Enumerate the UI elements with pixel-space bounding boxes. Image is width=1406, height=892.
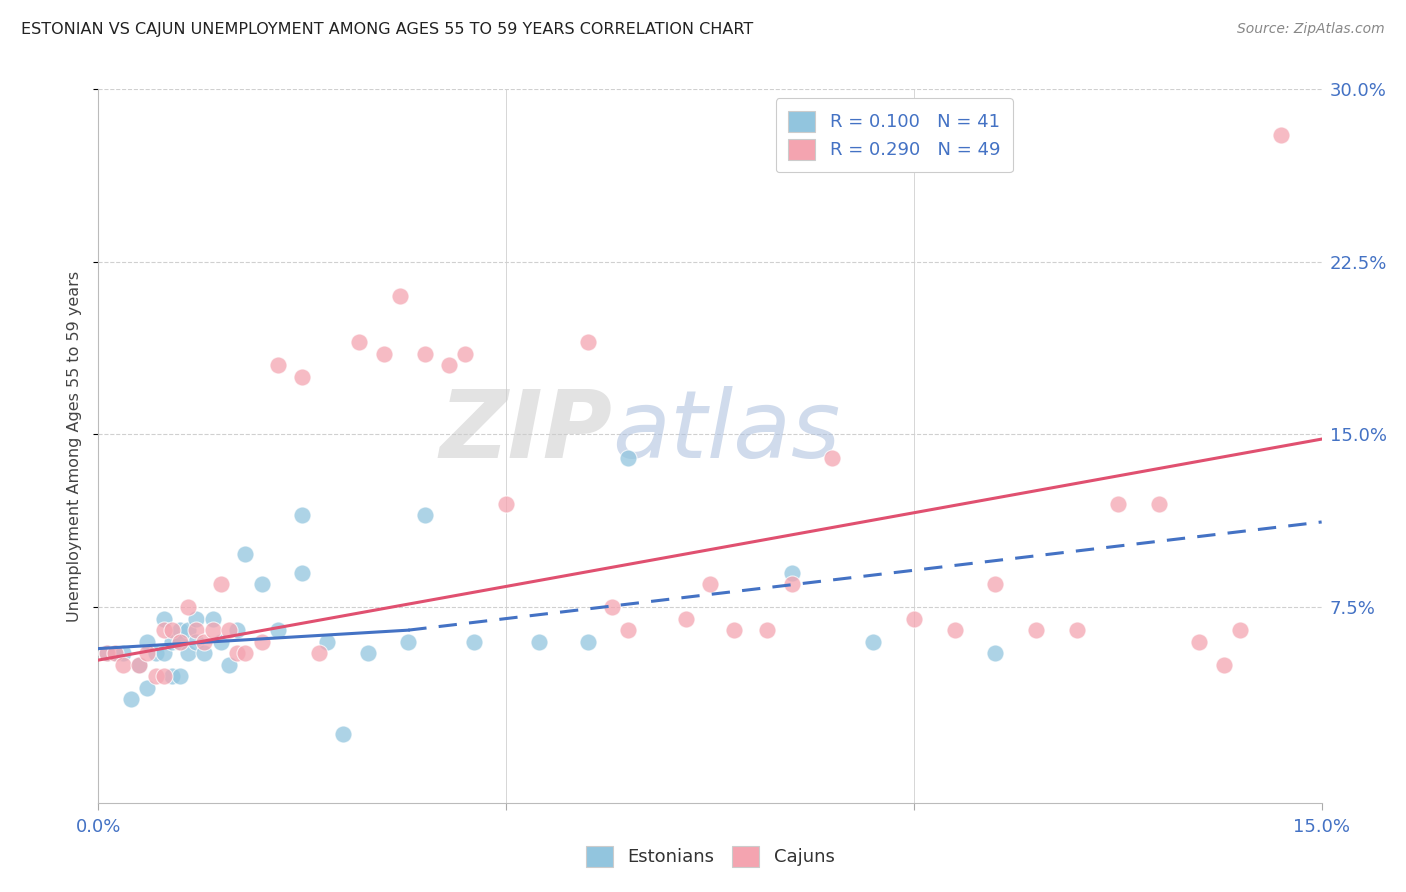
- Text: ZIP: ZIP: [439, 385, 612, 478]
- Point: [699, 577, 721, 591]
- Point: [1147, 497, 1170, 511]
- Point: [209, 634, 232, 648]
- Point: [862, 634, 884, 648]
- Point: [756, 623, 779, 637]
- Text: atlas: atlas: [612, 386, 841, 477]
- Point: [218, 657, 240, 672]
- Point: [128, 657, 150, 672]
- Point: [136, 634, 159, 648]
- Point: [209, 577, 232, 591]
- Point: [152, 646, 174, 660]
- Point: [186, 612, 208, 626]
- Point: [463, 634, 485, 648]
- Point: [111, 646, 134, 660]
- Point: [160, 623, 183, 637]
- Point: [226, 623, 249, 637]
- Point: [250, 634, 273, 648]
- Point: [193, 634, 215, 648]
- Point: [201, 612, 224, 626]
- Point: [675, 612, 697, 626]
- Point: [943, 623, 966, 637]
- Point: [389, 289, 412, 303]
- Point: [413, 508, 436, 522]
- Point: [169, 669, 191, 683]
- Point: [1270, 128, 1292, 143]
- Point: [177, 646, 200, 660]
- Point: [600, 600, 623, 615]
- Point: [152, 669, 174, 683]
- Point: [1025, 623, 1047, 637]
- Point: [308, 646, 330, 660]
- Point: [250, 577, 273, 591]
- Point: [1229, 623, 1251, 637]
- Point: [396, 634, 419, 648]
- Point: [454, 347, 477, 361]
- Point: [152, 612, 174, 626]
- Text: ESTONIAN VS CAJUN UNEMPLOYMENT AMONG AGES 55 TO 59 YEARS CORRELATION CHART: ESTONIAN VS CAJUN UNEMPLOYMENT AMONG AGE…: [21, 22, 754, 37]
- Point: [177, 600, 200, 615]
- Point: [780, 566, 803, 580]
- Point: [1066, 623, 1088, 637]
- Point: [104, 646, 127, 660]
- Point: [160, 669, 183, 683]
- Point: [233, 547, 256, 561]
- Point: [177, 623, 200, 637]
- Point: [186, 634, 208, 648]
- Point: [576, 335, 599, 350]
- Point: [1212, 657, 1234, 672]
- Point: [373, 347, 395, 361]
- Point: [617, 623, 640, 637]
- Point: [1188, 634, 1211, 648]
- Y-axis label: Unemployment Among Ages 55 to 59 years: Unemployment Among Ages 55 to 59 years: [67, 270, 83, 622]
- Point: [111, 657, 134, 672]
- Point: [145, 669, 167, 683]
- Point: [96, 646, 118, 660]
- Point: [120, 692, 142, 706]
- Point: [136, 681, 159, 695]
- Point: [332, 727, 354, 741]
- Point: [984, 577, 1007, 591]
- Point: [1107, 497, 1129, 511]
- Point: [495, 497, 517, 511]
- Point: [984, 646, 1007, 660]
- Point: [233, 646, 256, 660]
- Point: [723, 623, 745, 637]
- Point: [780, 577, 803, 591]
- Point: [160, 634, 183, 648]
- Point: [437, 359, 460, 373]
- Point: [291, 370, 314, 384]
- Point: [152, 623, 174, 637]
- Point: [413, 347, 436, 361]
- Point: [291, 508, 314, 522]
- Point: [576, 634, 599, 648]
- Point: [169, 634, 191, 648]
- Point: [291, 566, 314, 580]
- Point: [128, 657, 150, 672]
- Point: [267, 359, 290, 373]
- Point: [617, 450, 640, 465]
- Text: Source: ZipAtlas.com: Source: ZipAtlas.com: [1237, 22, 1385, 37]
- Point: [104, 646, 127, 660]
- Point: [169, 634, 191, 648]
- Point: [527, 634, 550, 648]
- Legend: Estonians, Cajuns: Estonians, Cajuns: [572, 833, 848, 880]
- Point: [193, 646, 215, 660]
- Point: [356, 646, 378, 660]
- Point: [218, 623, 240, 637]
- Point: [201, 623, 224, 637]
- Point: [903, 612, 925, 626]
- Point: [267, 623, 290, 637]
- Point: [169, 623, 191, 637]
- Point: [349, 335, 371, 350]
- Point: [315, 634, 337, 648]
- Point: [821, 450, 844, 465]
- Point: [96, 646, 118, 660]
- Point: [136, 646, 159, 660]
- Point: [145, 646, 167, 660]
- Point: [226, 646, 249, 660]
- Point: [186, 623, 208, 637]
